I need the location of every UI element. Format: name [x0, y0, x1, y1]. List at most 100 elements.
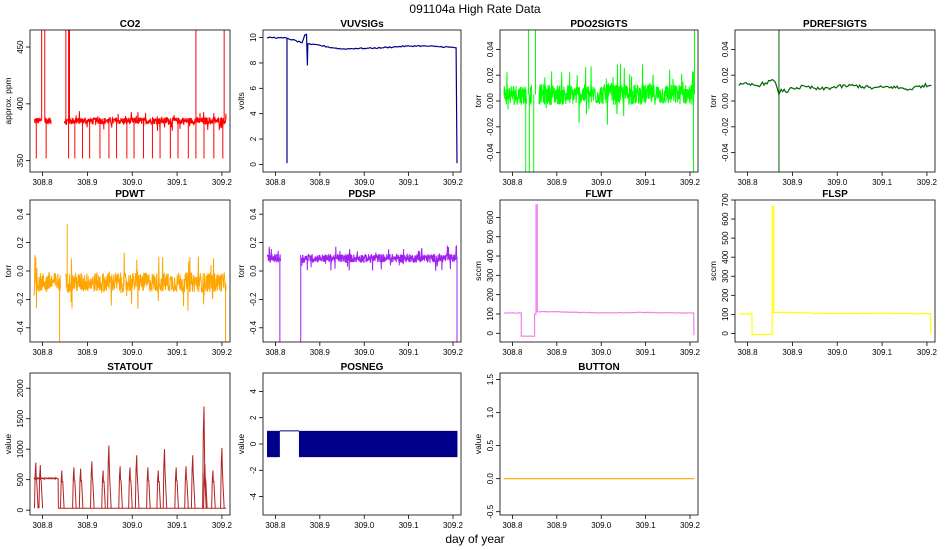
x-tick-label: 308.8 — [265, 521, 286, 530]
plot-area — [33, 224, 227, 342]
x-tick-label: 308.9 — [310, 178, 331, 187]
plot-frame — [262, 29, 462, 173]
x-tick-label: 309.1 — [872, 178, 893, 187]
pulse-mark — [220, 447, 225, 509]
y-tick-label: -0.4 — [16, 320, 25, 334]
x-tick-label: 309.0 — [591, 521, 612, 530]
plot-frame — [262, 199, 462, 343]
x-tick-label: 309.0 — [591, 348, 612, 357]
plot-area — [738, 206, 932, 336]
plot-area — [33, 406, 227, 509]
x-tick-label: 308.9 — [782, 178, 803, 187]
x-tick-label: 309.0 — [827, 178, 848, 187]
x-tick-label: 309.0 — [354, 521, 375, 530]
x-tick-label: 308.8 — [738, 348, 759, 357]
series-line — [738, 206, 932, 336]
pulse-mark — [146, 467, 151, 509]
x-tick-label: 308.9 — [77, 521, 98, 530]
x-tick-label: 309.2 — [680, 178, 701, 187]
pulse-mark — [72, 467, 77, 509]
y-tick-label: 4 — [249, 389, 258, 394]
panel-title: FLWT — [585, 189, 612, 200]
x-tick-label: 309.1 — [399, 178, 420, 187]
x-tick-label: 309.1 — [399, 521, 420, 530]
y-tick-label: 0.04 — [486, 41, 495, 57]
y-tick-label: -0.04 — [486, 143, 495, 162]
plot-area — [738, 30, 932, 172]
y-tick-label: 0.2 — [249, 236, 258, 248]
y-axis-label: torr — [3, 264, 13, 277]
panel-title: PDWT — [115, 189, 144, 200]
y-tick-label: -0.02 — [486, 117, 495, 136]
x-tick-label: 308.9 — [310, 521, 331, 530]
x-tick-label: 308.9 — [547, 348, 568, 357]
y-tick-label: -0.4 — [249, 320, 258, 334]
y-tick-label: 0 — [486, 331, 495, 336]
pulse-mark — [107, 445, 112, 509]
panel-title: BUTTON — [578, 362, 619, 373]
y-tick-label: 0 — [249, 162, 258, 167]
figure-xlabel: day of year — [445, 532, 504, 546]
x-tick-label: 308.8 — [33, 348, 54, 357]
y-tick-label: 100 — [721, 307, 730, 321]
y-tick-label: 1500 — [16, 409, 25, 427]
y-tick-label: -0.5 — [486, 504, 495, 518]
y-tick-label: 8 — [249, 60, 258, 65]
y-tick-label: 500 — [721, 231, 730, 245]
plot-frame — [499, 372, 699, 516]
x-tick-label: 309.0 — [827, 348, 848, 357]
plot-area — [266, 33, 458, 164]
y-tick-label: 0 — [16, 507, 25, 512]
x-tick-label: 309.2 — [680, 521, 701, 530]
x-tick-label: 309.0 — [354, 178, 375, 187]
y-tick-label: 500 — [486, 229, 495, 243]
y-tick-label: -0.2 — [16, 292, 25, 306]
y-tick-label: 4 — [249, 111, 258, 116]
pulse-mark — [33, 462, 39, 509]
x-tick-label: 309.2 — [443, 521, 464, 530]
series-line — [538, 63, 695, 125]
pulse-mark — [184, 466, 189, 509]
y-tick-label: 6 — [249, 86, 258, 91]
y-tick-label: -0.04 — [721, 143, 730, 162]
pulse-mark — [162, 449, 168, 509]
x-tick-label: 308.8 — [33, 178, 54, 187]
y-axis-label: torr — [708, 94, 718, 107]
x-tick-label: 309.2 — [443, 348, 464, 357]
x-tick-label: 309.0 — [354, 348, 375, 357]
pulse-mark — [190, 455, 196, 509]
y-axis-label: torr — [473, 94, 483, 107]
y-axis-label: sccm — [708, 261, 718, 281]
pulse-mark — [101, 470, 106, 509]
y-tick-label: -0.02 — [721, 117, 730, 136]
x-tick-label: 308.8 — [33, 521, 54, 530]
y-tick-label: 600 — [721, 212, 730, 226]
panel-title: VUVSIGs — [340, 19, 384, 30]
pulse-mark — [202, 406, 207, 509]
plot-frame — [734, 199, 936, 343]
pulse-mark — [203, 464, 208, 509]
y-tick-label: 0.04 — [721, 41, 730, 57]
y-tick-label: 0.4 — [249, 208, 258, 220]
y-tick-label: 1.0 — [486, 407, 495, 419]
x-tick-label: 308.9 — [77, 348, 98, 357]
plot-area — [503, 30, 695, 172]
series-line — [65, 252, 227, 311]
y-tick-label: 1000 — [16, 440, 25, 458]
y-axis-label: value — [3, 434, 13, 455]
plot-frame — [29, 29, 231, 173]
pulse-mark — [118, 466, 123, 509]
y-tick-label: 2000 — [16, 379, 25, 397]
y-tick-label: 700 — [721, 193, 730, 207]
series-line — [503, 72, 528, 110]
panel-statout: STATOUT 308.8 308.9 309.0 309.1 309.2 0 500 1000… — [3, 362, 232, 530]
y-tick-label: -4 — [249, 492, 258, 500]
panel-title: POSNEG — [341, 362, 384, 373]
pulse-mark — [78, 468, 84, 509]
pulse-mark — [134, 455, 140, 509]
x-tick-label: 309.2 — [212, 348, 233, 357]
panel-posneg: POSNEG 308.8 308.9 309.0 309.1 309.2 -4 -2 0 2 4 va… — [236, 362, 464, 530]
y-tick-label: 300 — [486, 268, 495, 282]
x-tick-label: 309.2 — [917, 178, 938, 187]
